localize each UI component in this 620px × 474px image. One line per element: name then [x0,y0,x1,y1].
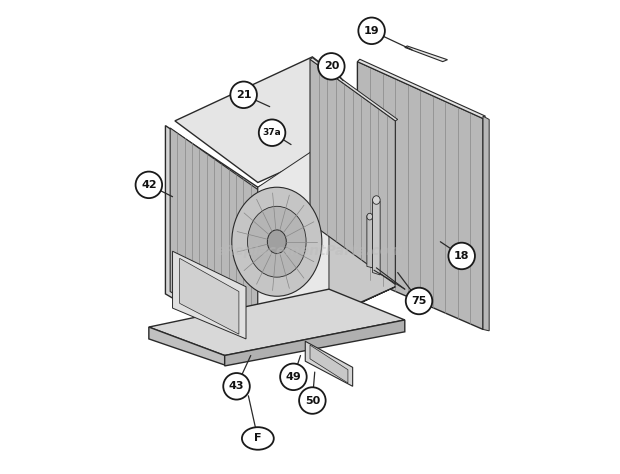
Polygon shape [310,59,396,284]
Text: 18: 18 [454,251,469,261]
Ellipse shape [247,206,306,277]
Polygon shape [405,46,448,62]
Text: 20: 20 [324,61,339,72]
Polygon shape [357,62,483,329]
Ellipse shape [242,427,274,450]
Circle shape [223,373,250,400]
Text: 50: 50 [305,395,320,406]
Polygon shape [149,289,405,356]
Polygon shape [175,57,396,182]
Circle shape [136,172,162,198]
Circle shape [358,18,385,44]
Ellipse shape [232,187,322,296]
Circle shape [448,243,475,269]
Polygon shape [357,59,485,118]
Polygon shape [305,341,353,386]
Circle shape [231,82,257,108]
Circle shape [318,53,345,80]
Ellipse shape [373,196,380,204]
Polygon shape [373,199,380,275]
Polygon shape [172,251,246,339]
Polygon shape [258,140,329,348]
Text: 75: 75 [411,296,427,306]
Ellipse shape [367,213,373,220]
Polygon shape [310,345,348,383]
Polygon shape [224,320,405,366]
Text: 43: 43 [229,381,244,392]
Circle shape [405,288,432,314]
Text: F: F [254,433,262,444]
Text: 42: 42 [141,180,157,190]
Polygon shape [367,216,373,268]
Ellipse shape [267,230,286,254]
Text: 49: 49 [286,372,301,382]
Polygon shape [310,58,397,121]
Polygon shape [258,287,396,348]
Polygon shape [180,258,239,334]
Polygon shape [149,327,224,365]
Polygon shape [483,116,489,331]
Circle shape [280,364,307,390]
Text: 21: 21 [236,90,251,100]
Text: 37a: 37a [263,128,281,137]
Text: eReplacementParts.com: eReplacementParts.com [216,244,404,258]
Circle shape [259,119,285,146]
Polygon shape [258,121,396,348]
Polygon shape [170,128,258,346]
Circle shape [299,387,326,414]
Text: 19: 19 [364,26,379,36]
Polygon shape [166,126,258,348]
